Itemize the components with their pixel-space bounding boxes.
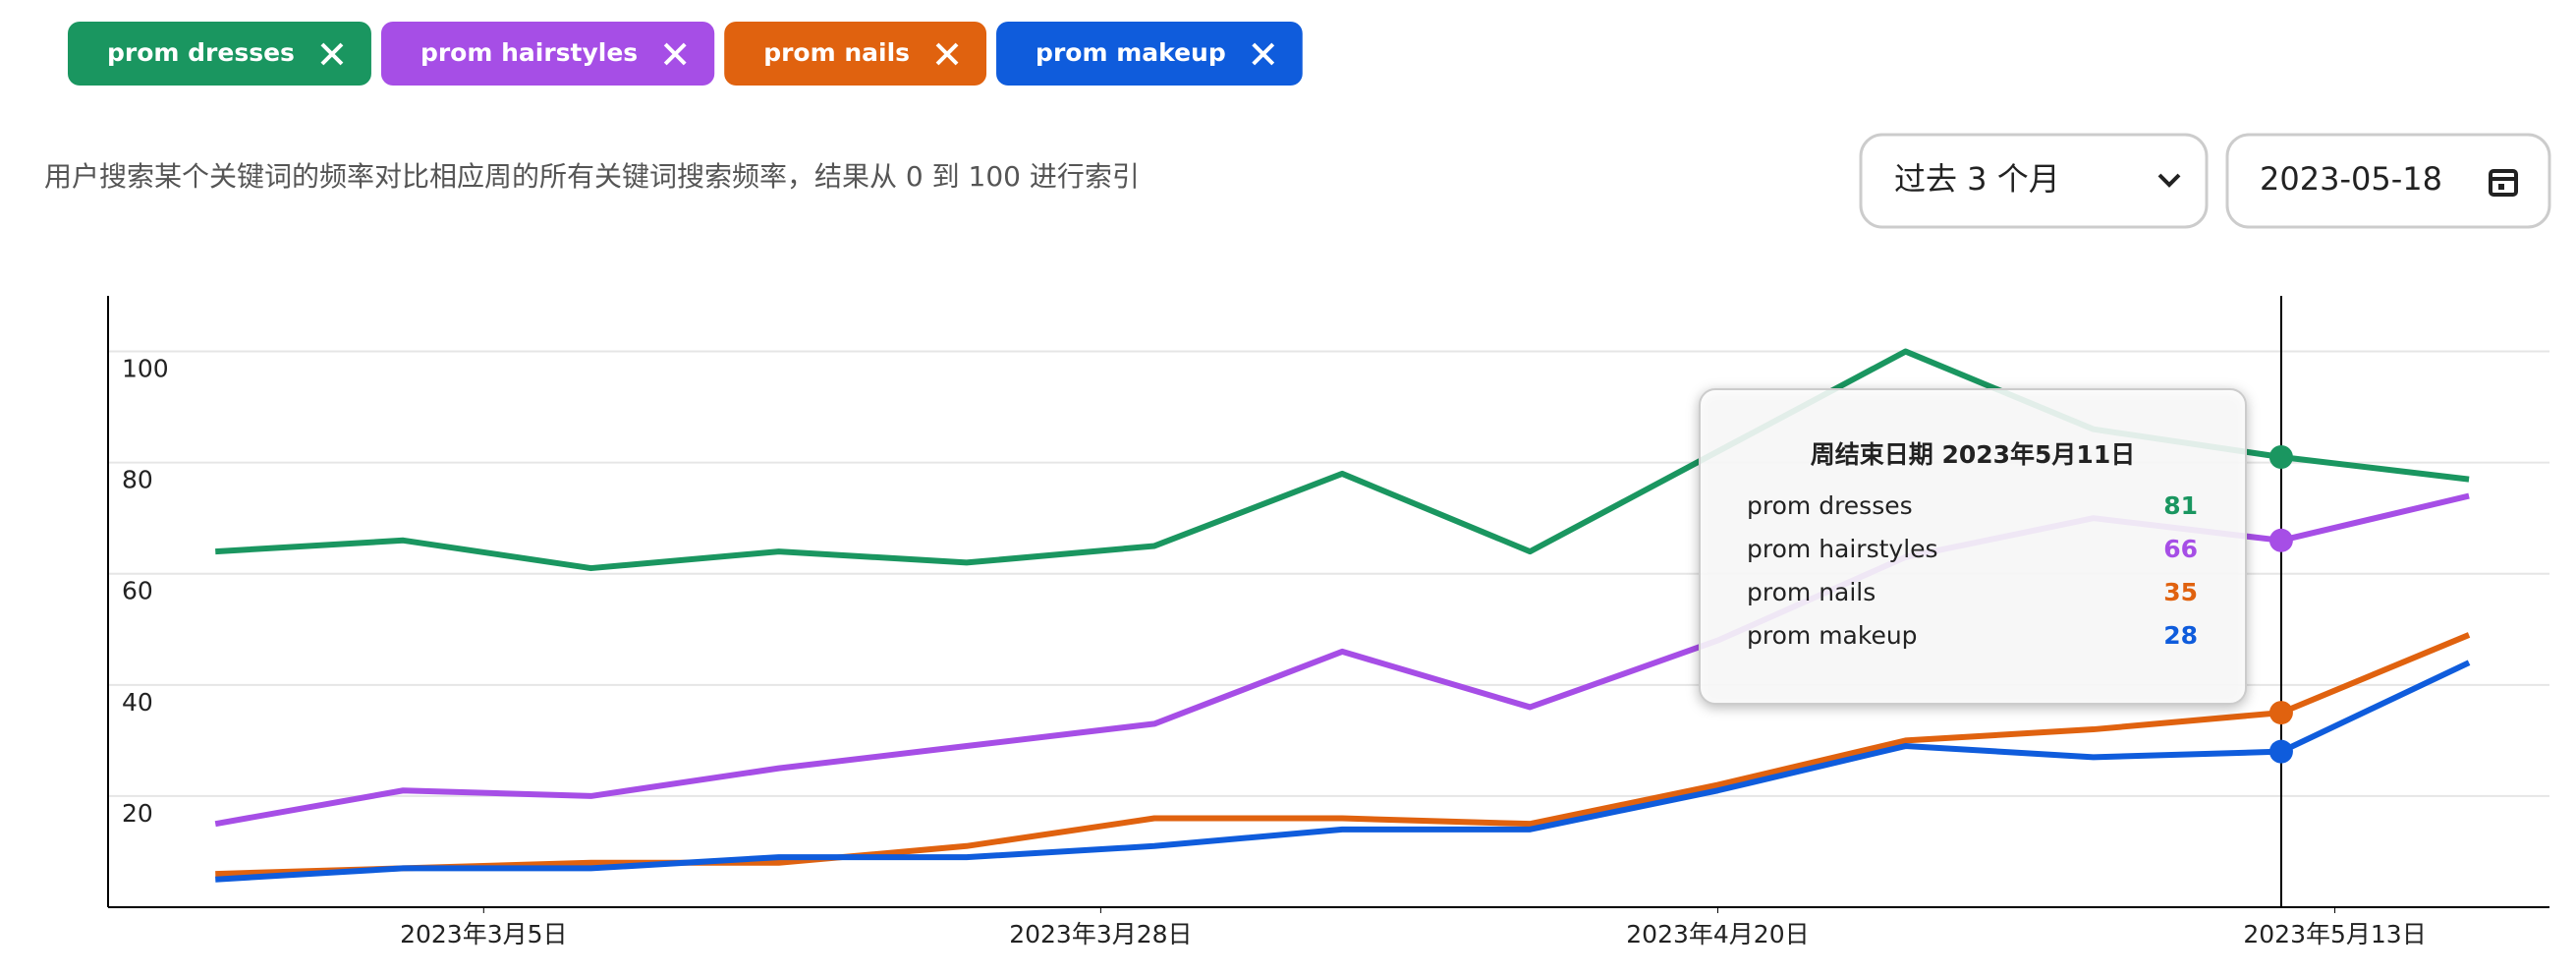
tooltip-name: prom nails — [1747, 578, 1876, 606]
series-line — [215, 632, 2471, 878]
tooltip-value: 28 — [2163, 621, 2198, 650]
chip-close — [935, 42, 959, 66]
chip-label: prom dresses — [107, 38, 295, 67]
chip-bg — [68, 22, 371, 86]
chip-bg — [724, 22, 987, 86]
chip-label: prom makeup — [1036, 38, 1226, 67]
tooltip-name: prom dresses — [1747, 491, 1913, 520]
tooltip-value: 66 — [2163, 535, 2198, 563]
x-tick-label: 2023年3月5日 — [400, 920, 567, 948]
y-tick-label: 80 — [122, 466, 153, 494]
chip-bg — [380, 22, 715, 86]
chevron — [2157, 173, 2181, 188]
range-select[interactable] — [1859, 133, 2209, 229]
series-line — [215, 660, 2471, 883]
hover-dot — [2268, 528, 2293, 552]
chips: prom dresses prom hairstyles prom nails pro… — [68, 22, 1303, 86]
hover-dot — [2268, 739, 2293, 764]
tooltip-bg — [1699, 388, 2247, 705]
x-tick-label: 2023年4月20日 — [1626, 920, 1809, 948]
y-tick-label: 100 — [122, 355, 169, 383]
range-label: 过去 3 个月 — [1894, 160, 2060, 198]
filter-chip[interactable]: prom makeup — [996, 22, 1303, 86]
filter-chip[interactable]: prom dresses — [68, 22, 371, 86]
tooltip-value: 81 — [2163, 491, 2198, 520]
calendar-icon — [2489, 169, 2518, 197]
x-tick-label: 2023年3月28日 — [1009, 920, 1192, 948]
date-label: 2023-05-18 — [2260, 160, 2442, 198]
chip-label: prom hairstyles — [420, 38, 638, 67]
tooltip-title: 周结束日期 2023年5月11日 — [1811, 440, 2135, 469]
filter-chip[interactable]: prom nails — [724, 22, 987, 86]
y-tick-label: 40 — [122, 688, 153, 717]
date-input[interactable] — [2225, 133, 2551, 229]
tooltip-value: 35 — [2163, 578, 2198, 606]
tooltip-name: prom hairstyles — [1747, 535, 1938, 563]
y-tick-label: 60 — [122, 577, 153, 605]
subtitle: 用户搜索某个关键词的频率对比相应周的所有关键词搜索频率，结果从 0 到 100 … — [44, 160, 1140, 193]
chip-label: prom nails — [763, 38, 910, 67]
tooltip-name: prom makeup — [1747, 621, 1918, 650]
chip-close — [663, 42, 687, 66]
hover-dot — [2268, 444, 2293, 469]
y-tick-label: 20 — [122, 799, 153, 828]
hover-dot — [2268, 701, 2293, 725]
chip-close — [1252, 42, 1275, 66]
filter-chip[interactable]: prom hairstyles — [380, 22, 715, 86]
x-tick-label: 2023年5月13日 — [2243, 920, 2426, 948]
chip-close — [320, 42, 344, 66]
tooltip: 周结束日期 2023年5月11日 prom dresses 81 prom hairs… — [1699, 388, 2247, 705]
chip-bg — [996, 22, 1303, 86]
